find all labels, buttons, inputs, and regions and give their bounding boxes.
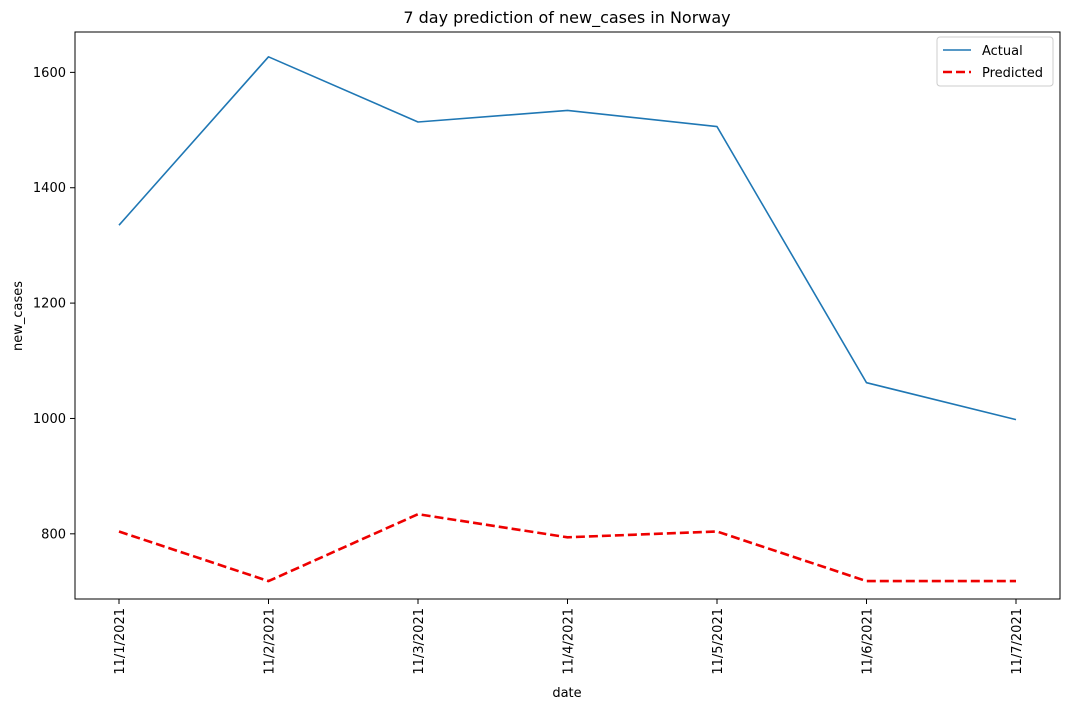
legend-label-actual: Actual: [982, 44, 1023, 59]
series-line-actual: [119, 57, 1016, 420]
series-line-predicted: [119, 514, 1016, 581]
x-tick-label: 11/1/2021: [113, 608, 128, 675]
y-axis-label: new_cases: [11, 281, 26, 351]
x-axis-label: date: [552, 686, 581, 701]
y-tick-label: 800: [41, 527, 66, 542]
y-tick-label: 1200: [33, 297, 66, 312]
x-tick-label: 11/6/2021: [861, 608, 876, 675]
x-axis: 11/1/2021 11/2/2021 11/3/2021 11/4/2021 11/5…: [113, 599, 1025, 675]
y-tick-label: 1600: [33, 66, 66, 81]
legend: Actual Predicted: [937, 37, 1053, 86]
x-tick-label: 11/7/2021: [1010, 608, 1025, 675]
x-tick-label: 11/3/2021: [412, 608, 427, 675]
x-tick-label: 11/4/2021: [562, 608, 577, 675]
y-axis: 800 1000 1200 1400 1600: [33, 66, 75, 542]
legend-label-predicted: Predicted: [982, 66, 1043, 81]
y-tick-label: 1400: [33, 181, 66, 196]
series-layer: [119, 57, 1016, 581]
x-tick-label: 11/5/2021: [711, 608, 726, 675]
chart-title: 7 day prediction of new_cases in Norway: [403, 8, 730, 28]
plot-frame: [75, 32, 1060, 599]
x-tick-label: 11/2/2021: [263, 608, 278, 675]
y-tick-label: 1000: [33, 412, 66, 427]
